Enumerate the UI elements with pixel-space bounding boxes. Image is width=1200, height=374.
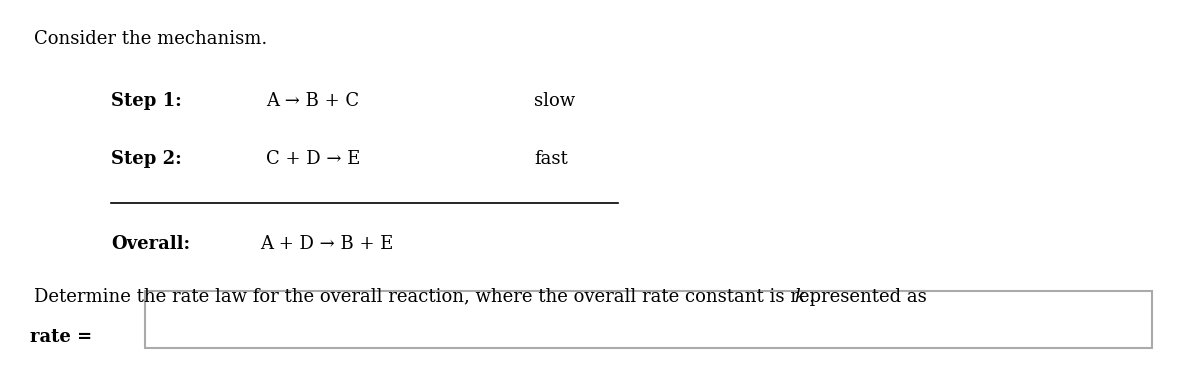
Text: A → B + C: A → B + C — [266, 92, 360, 110]
Text: Step 2:: Step 2: — [112, 150, 182, 168]
Text: Overall:: Overall: — [112, 234, 191, 252]
Text: k: k — [794, 288, 805, 306]
Text: Consider the mechanism.: Consider the mechanism. — [34, 30, 268, 48]
FancyBboxPatch shape — [145, 291, 1152, 348]
Text: C + D → E: C + D → E — [266, 150, 361, 168]
Text: Determine the rate law for the overall reaction, where the overall rate constant: Determine the rate law for the overall r… — [34, 288, 932, 306]
Text: .: . — [809, 288, 815, 306]
Text: rate =: rate = — [30, 328, 92, 346]
Text: Step 1:: Step 1: — [112, 92, 182, 110]
Text: slow: slow — [534, 92, 576, 110]
Text: A + D → B + E: A + D → B + E — [260, 234, 394, 252]
Text: fast: fast — [534, 150, 569, 168]
